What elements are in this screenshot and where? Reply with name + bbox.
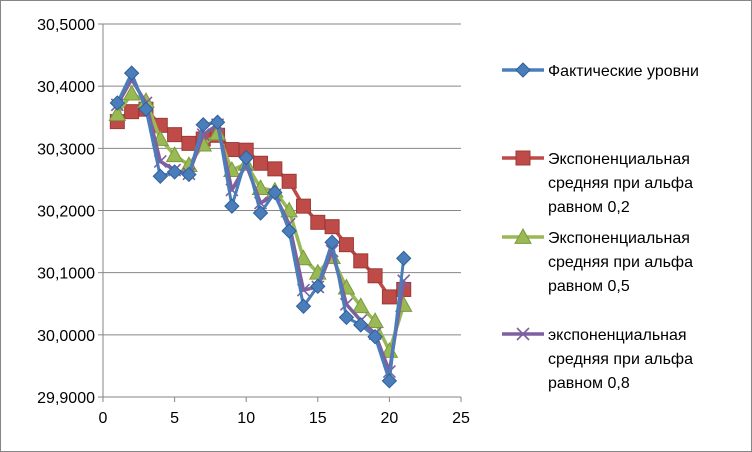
data-point bbox=[165, 146, 184, 163]
data-point bbox=[124, 104, 140, 120]
series-1 bbox=[109, 65, 412, 389]
legend-marker bbox=[514, 227, 532, 244]
data-point bbox=[338, 309, 355, 326]
plot-series bbox=[108, 65, 413, 389]
y-tick-label: 30,0000 bbox=[37, 328, 95, 345]
data-point bbox=[281, 173, 297, 189]
data-point bbox=[294, 249, 313, 266]
x-tick-label: 20 bbox=[381, 410, 399, 427]
y-tick-label: 29,9000 bbox=[37, 390, 95, 407]
y-tick-label: 30,2000 bbox=[37, 204, 95, 221]
data-point bbox=[281, 223, 297, 239]
data-point bbox=[295, 198, 311, 214]
data-point bbox=[324, 234, 340, 250]
legend-marker bbox=[515, 62, 531, 78]
legend-label: Экспоненциальная средняя при альфа равном … bbox=[548, 151, 693, 216]
data-point bbox=[310, 214, 326, 230]
data-point bbox=[108, 105, 127, 122]
data-point bbox=[367, 268, 383, 284]
legend-marker bbox=[516, 327, 530, 341]
data-point bbox=[238, 149, 254, 166]
data-point bbox=[396, 250, 412, 267]
y-tick-label: 30,3000 bbox=[37, 141, 95, 158]
data-point bbox=[353, 253, 369, 269]
axes: 29,9000 30,0000 30,1000 30,2000 30,3000 30,40… bbox=[37, 17, 470, 427]
legend-item-3: Экспоненциальная средняя при альфа равном … bbox=[502, 227, 693, 295]
data-point bbox=[338, 237, 354, 253]
x-tick-label: 10 bbox=[237, 410, 255, 427]
data-point bbox=[123, 65, 140, 81]
y-tick-label: 30,1000 bbox=[37, 266, 95, 283]
data-point bbox=[252, 205, 269, 221]
data-point bbox=[367, 328, 383, 345]
legend-label: Фактические уровни bbox=[548, 63, 699, 80]
data-point bbox=[324, 219, 340, 235]
data-point bbox=[209, 114, 226, 130]
data-point bbox=[152, 168, 168, 185]
y-tick-label: 30,5000 bbox=[37, 17, 95, 34]
data-point bbox=[366, 312, 384, 329]
data-point bbox=[109, 95, 126, 111]
data-point bbox=[381, 373, 398, 389]
data-point bbox=[166, 164, 183, 180]
data-point bbox=[167, 127, 183, 143]
legend: Фактические уровни Экспоненциальная средня… bbox=[502, 62, 699, 392]
legend-label: экспоненциальная средняя при альфа равном … bbox=[548, 327, 693, 392]
legend-item-1: Фактические уровни bbox=[502, 62, 699, 80]
data-point bbox=[195, 117, 211, 133]
data-point bbox=[267, 161, 283, 177]
legend-marker bbox=[515, 150, 531, 166]
data-point bbox=[122, 84, 141, 101]
x-tick-label: 0 bbox=[99, 410, 108, 427]
x-tick-label: 25 bbox=[452, 410, 470, 427]
y-tick-label: 30,4000 bbox=[37, 79, 95, 96]
x-tick-label: 5 bbox=[170, 410, 179, 427]
data-point bbox=[181, 135, 197, 151]
data-point bbox=[253, 155, 269, 171]
data-point bbox=[381, 289, 397, 305]
data-point bbox=[267, 184, 283, 201]
x-tick-label: 15 bbox=[309, 410, 327, 427]
legend-label: Экспоненциальная средняя при альфа равном … bbox=[548, 230, 693, 295]
data-point bbox=[295, 298, 312, 314]
data-point bbox=[138, 101, 154, 117]
legend-item-2: Экспоненциальная средняя при альфа равном … bbox=[502, 150, 693, 216]
data-point bbox=[310, 278, 326, 295]
legend-item-4: экспоненциальная средняя при альфа равном … bbox=[502, 327, 693, 392]
data-point bbox=[353, 317, 369, 333]
data-point bbox=[351, 297, 370, 314]
data-point bbox=[181, 166, 197, 183]
data-point bbox=[224, 198, 240, 214]
